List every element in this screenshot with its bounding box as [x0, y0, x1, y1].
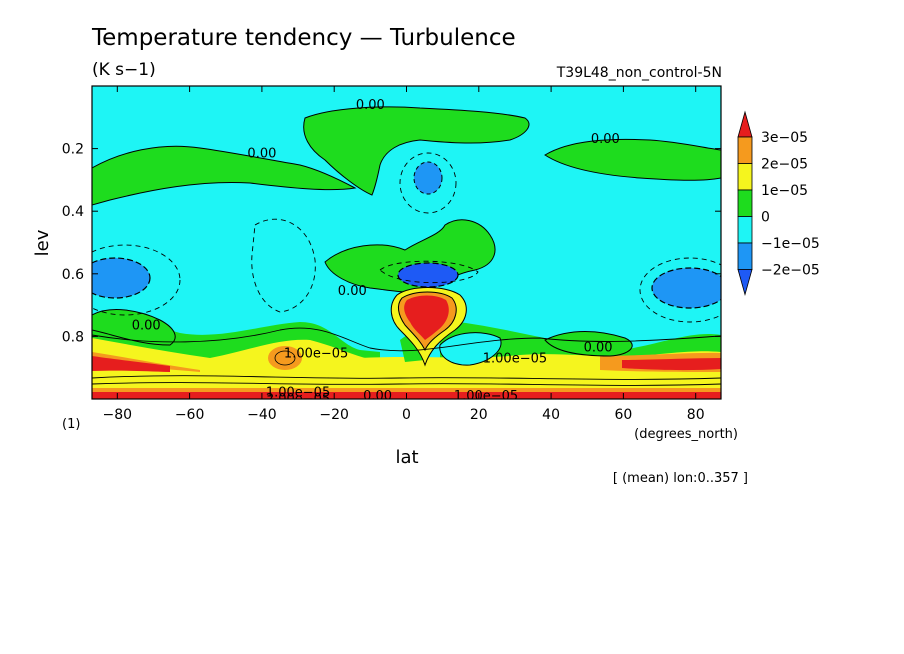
colorbar-label: 2e−05	[761, 157, 808, 173]
region-cyan-tropical-pocket	[439, 332, 502, 366]
negative-contours	[92, 152, 721, 323]
x-tick-label: 0	[402, 407, 411, 423]
colorbar-segment	[737, 216, 753, 244]
solid-contours	[92, 327, 721, 386]
footnote: [ (mean) lon:0..357 ]	[613, 471, 748, 486]
colorbar-label: −2e−05	[761, 263, 820, 279]
region-green-upper-left	[92, 145, 357, 206]
region-green-upper-center	[303, 106, 530, 196]
run-label: T39L48_non_control-5N	[556, 65, 722, 81]
chart-title: Temperature tendency — Turbulence	[91, 25, 516, 51]
region-red-right-band	[622, 358, 721, 371]
colorbar-label: 3e−05	[761, 130, 808, 146]
plot-area: 0.00 0.00 0.00 0.00 0.00 1.00e−05 1.00e−05 0.00…	[92, 86, 721, 407]
y-tick-label: 0.6	[62, 267, 84, 283]
y-tick-label: 0.4	[62, 204, 84, 220]
contour-neg-right-outer	[639, 257, 721, 323]
region-orange-lat-35-core	[274, 350, 296, 366]
colorbar-extend-top	[737, 110, 753, 138]
contour-zero-lower	[92, 327, 721, 352]
contour-label: 1.00e−05	[454, 389, 518, 404]
y-units: (1)	[62, 417, 80, 432]
contour-label: 1.00e−05	[284, 347, 348, 362]
negative-regions	[92, 161, 721, 309]
colorbar-segment	[737, 242, 753, 270]
region-green-mid-left	[92, 309, 176, 346]
y-tick-label: 0.8	[62, 329, 84, 345]
colorbar-segment	[737, 136, 753, 164]
colorbar-extend-bottom	[737, 269, 753, 296]
region-green-mid-right	[544, 331, 633, 357]
x-tick-label: −60	[175, 407, 205, 423]
contour-label: 0.00	[132, 318, 161, 333]
region-blue-left	[92, 257, 151, 299]
x-axis-label: lat	[395, 447, 418, 468]
x-tick-label: −80	[103, 407, 133, 423]
colorbar-segment	[737, 189, 753, 217]
y-tick-label: 0.2	[62, 142, 84, 158]
positive-maximum	[390, 287, 467, 367]
colorbar-label: 1e−05	[761, 183, 808, 199]
x-tick-label: 20	[470, 407, 488, 423]
colorbar-segment	[737, 163, 753, 191]
x-tick-label: 40	[542, 407, 560, 423]
region-green-upper-right	[544, 138, 721, 181]
contour-label: 0.00	[363, 389, 392, 404]
contour-label: 2.00e−05	[266, 392, 330, 407]
contour-label: 0.00	[338, 284, 367, 299]
contour-surface-1	[92, 375, 721, 380]
y-axis-label: lev	[32, 229, 53, 256]
contour-labels: 0.00 0.00 0.00 0.00 0.00 1.00e−05 1.00e−05 0.00…	[132, 98, 620, 407]
colorbar-label: −1e−05	[761, 236, 820, 252]
contour-label: 0.00	[584, 340, 613, 355]
region-blue-right	[651, 267, 721, 309]
colorbar-label: 0	[761, 210, 770, 226]
contour-neg-left-broad	[251, 218, 316, 313]
region-blue-upper-center	[413, 161, 443, 195]
x-tick-label: −40	[247, 407, 277, 423]
contour-neg-center-band	[379, 260, 479, 284]
region-blue-center-mid	[397, 262, 459, 288]
contour-label: 0.00	[591, 132, 620, 147]
region-red-5n	[404, 295, 449, 340]
upper-green-regions	[92, 106, 721, 357]
contour-label: 1.00e−05	[483, 351, 547, 366]
y-axis: 0.2 0.4 0.6 0.8	[62, 142, 721, 345]
contour-label: 0.00	[247, 146, 276, 161]
contour-surface-2	[92, 382, 721, 386]
x-units: (degrees_north)	[634, 427, 738, 442]
region-red-left-band	[92, 356, 170, 372]
contour-label: 1.00e−05	[266, 386, 330, 401]
x-tick-label: 80	[687, 407, 705, 423]
chart-subtitle: (K s−1)	[92, 60, 156, 80]
contour-label: 0.00	[356, 98, 385, 113]
contour-neg-upper-center	[399, 152, 457, 214]
x-axis: −80 −60 −40 −20 0 20 40 60 80	[103, 86, 705, 423]
region-orange-surface	[92, 388, 721, 392]
contour-neg-left-outer	[92, 244, 181, 316]
x-tick-label: 60	[614, 407, 632, 423]
colorbar: 3e−05 2e−05 1e−05 0 −1e−05 −2e−05	[737, 110, 820, 296]
x-tick-label: −20	[319, 407, 349, 423]
